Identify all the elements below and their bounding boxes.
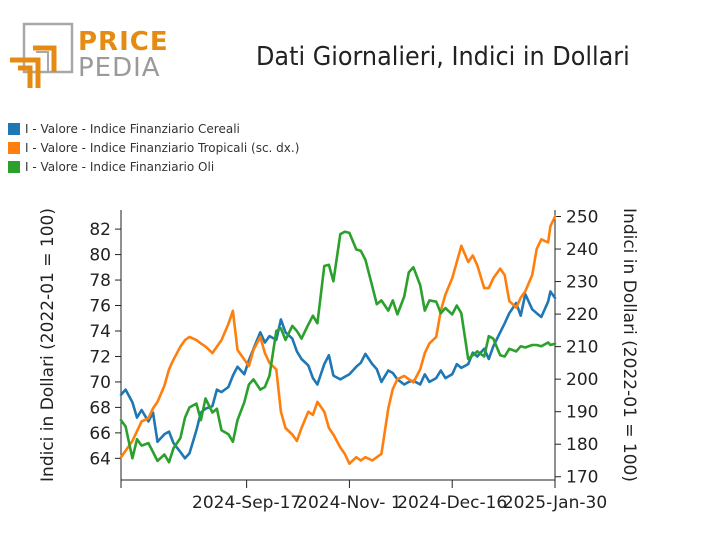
y-tick-label-right: 180	[566, 435, 598, 455]
x-tick-label: 2024-Dec-16	[397, 493, 507, 513]
y-axis-right-title: Indici in Dollari (2022-01 = 100)	[619, 208, 639, 482]
y-tick-label-left: 68	[89, 398, 111, 418]
y-tick-label-left: 82	[89, 220, 111, 240]
y-tick-label-right: 200	[566, 370, 598, 390]
series-line-2	[119, 215, 557, 466]
logo-word-price: PRICE	[78, 27, 168, 57]
y-tick-label-left: 66	[89, 424, 111, 444]
y-tick-label-left: 72	[89, 347, 111, 367]
logo-word-pedia: PEDIA	[78, 53, 161, 83]
y-tick-label-left: 80	[89, 246, 111, 266]
y-tick-label-right: 250	[566, 208, 598, 228]
y-tick-label-left: 70	[89, 373, 111, 393]
legend-label: I - Valore - Indice Finanziario Cereali	[25, 121, 240, 136]
chart-legend: I - Valore - Indice Finanziario Cereali I…	[8, 119, 299, 176]
y-tick-label-right: 230	[566, 273, 598, 293]
legend-label: I - Valore - Indice Finanziario Oli	[25, 159, 215, 174]
legend-swatch	[8, 122, 20, 135]
y-tick-label-right: 220	[566, 305, 598, 325]
legend-label: I - Valore - Indice Finanziario Tropical…	[25, 140, 300, 155]
y-tick-label-left: 64	[89, 449, 111, 469]
logo-mark-icon	[10, 22, 74, 88]
y-tick-label-right: 170	[566, 468, 598, 488]
series-line-3	[119, 230, 557, 464]
y-tick-label-right: 240	[566, 240, 598, 260]
legend-item: I - Valore - Indice Finanziario Tropical…	[8, 138, 299, 157]
legend-swatch	[8, 160, 20, 173]
y-axis-left-title: Indici in Dollari (2022-01 = 100)	[38, 208, 58, 482]
legend-swatch	[8, 141, 20, 154]
pricepedia-logo: PRICE PEDIA	[8, 22, 168, 92]
chart-title: Dati Giornalieri, Indici in Dollari	[256, 42, 630, 72]
y-tick-label-left: 78	[89, 271, 111, 291]
legend-item: I - Valore - Indice Finanziario Cereali	[8, 119, 299, 138]
series-line-1	[119, 290, 557, 460]
x-tick-label: 2024-Sep-17	[192, 493, 301, 513]
y-tick-label-right: 210	[566, 338, 598, 358]
x-tick-label: 2024-Nov- 1	[297, 493, 401, 513]
legend-item: I - Valore - Indice Finanziario Oli	[8, 157, 299, 176]
x-tick-label: 2025-Jan-30	[503, 493, 607, 513]
y-tick-label-left: 76	[89, 297, 111, 317]
y-tick-label-left: 74	[89, 322, 111, 342]
y-tick-label-right: 190	[566, 403, 598, 423]
